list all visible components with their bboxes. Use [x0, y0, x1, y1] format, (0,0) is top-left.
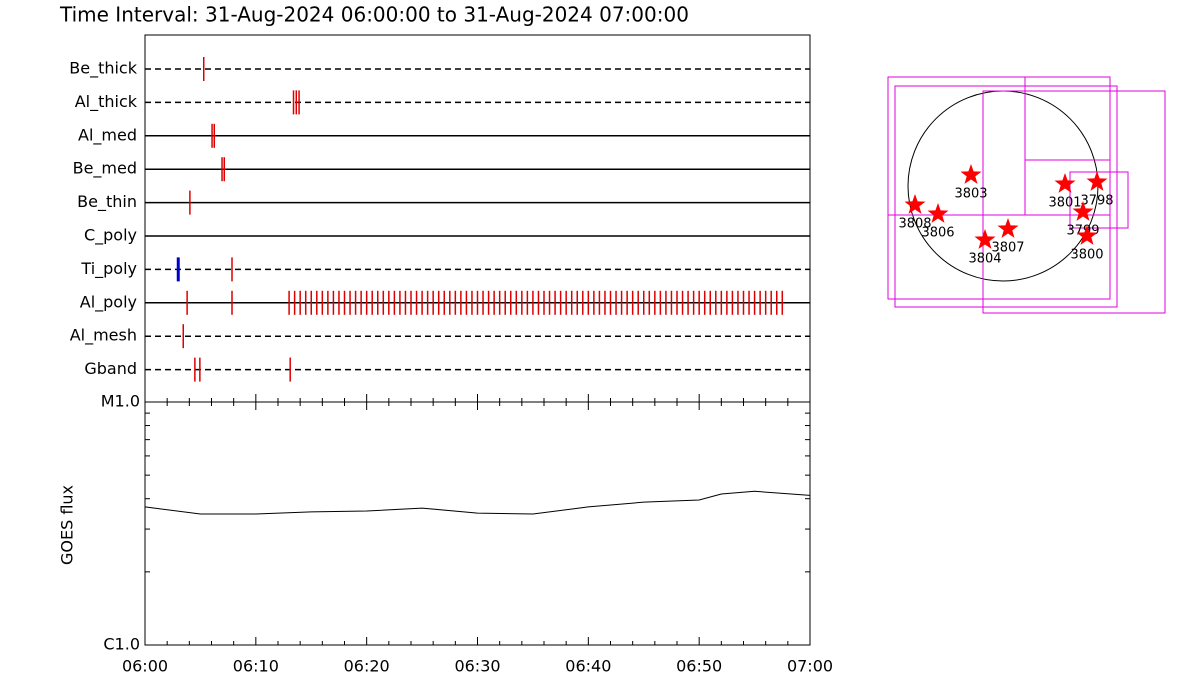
active-region-label: 3804 [968, 252, 1001, 267]
row-label: Al_thick [75, 92, 138, 112]
x-tick-label: 06:40 [565, 657, 611, 676]
active-region-star [1076, 225, 1098, 245]
y-axis-label: GOES flux [58, 485, 77, 565]
timeline-frame [144, 34, 811, 403]
active-region-label: 3807 [991, 241, 1024, 256]
row-label: Be_thin [77, 192, 137, 212]
active-region-label: 3800 [1070, 248, 1103, 263]
active-region-label: 3798 [1080, 194, 1113, 209]
y-tick-label: C1.0 [103, 635, 140, 654]
active-region-star [1086, 171, 1108, 191]
y-tick-label: M1.0 [101, 392, 140, 411]
row-label: Al_med [78, 125, 137, 145]
x-tick-label: 06:00 [122, 657, 168, 676]
active-region-star [974, 229, 996, 249]
x-tick-label: 06:20 [344, 657, 390, 676]
row-label: Be_med [73, 159, 137, 179]
fov-box [894, 85, 1118, 308]
row-label: Ti_poly [80, 259, 137, 279]
goes-frame [144, 401, 811, 646]
fov-box [1069, 171, 1129, 229]
active-region-label: 3808 [898, 217, 931, 232]
active-region-label: 3806 [921, 226, 954, 241]
fov-box [887, 76, 1026, 216]
active-region-star [960, 164, 982, 184]
active-region-star [1054, 173, 1076, 193]
active-region-star [1072, 201, 1094, 221]
x-tick-label: 06:50 [676, 657, 722, 676]
row-label: Al_mesh [70, 326, 137, 346]
active-region-label: 3801 [1048, 196, 1081, 211]
goes-line [144, 490, 811, 515]
active-region-label: 3803 [954, 187, 987, 202]
active-region-star [927, 203, 949, 223]
row-label: Be_thick [69, 59, 137, 79]
fov-box [982, 90, 1166, 314]
fov-box [1024, 159, 1111, 216]
row-label: Gband [84, 359, 137, 378]
x-tick-label: 07:00 [787, 657, 833, 676]
row-label: Al_poly [80, 292, 137, 312]
active-region-star [997, 218, 1019, 238]
row-label: C_poly [84, 226, 137, 246]
active-region-star [904, 194, 926, 214]
x-tick-label: 06:10 [233, 657, 279, 676]
chart-title: Time Interval: 31-Aug-2024 06:00:00 to 3… [59, 3, 689, 27]
x-tick-label: 06:30 [454, 657, 500, 676]
